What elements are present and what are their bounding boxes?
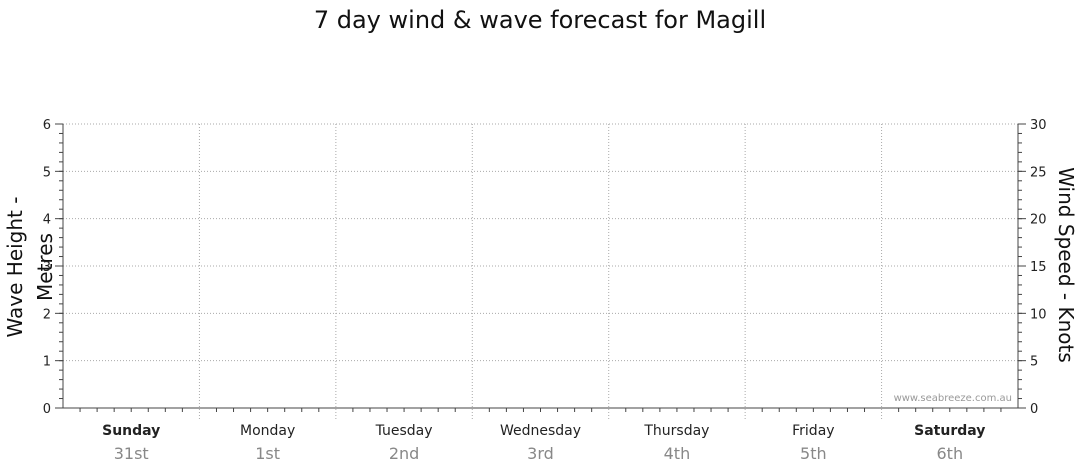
day-name-label: Saturday xyxy=(914,423,985,439)
y-right-tick-label: 15 xyxy=(1030,260,1047,275)
y-left-tick-label: 6 xyxy=(43,118,51,133)
day-name-label: Tuesday xyxy=(375,423,433,439)
day-date-label: 1st xyxy=(255,444,280,463)
day-name-label: Monday xyxy=(240,423,295,439)
day-date-label: 6th xyxy=(936,444,963,463)
y-right-tick-label: 0 xyxy=(1030,402,1038,417)
day-date-label: 2nd xyxy=(389,444,419,463)
y-right-tick-label: 5 xyxy=(1030,355,1038,370)
y-right-tick-label: 10 xyxy=(1030,307,1047,322)
y-left-tick-label: 3 xyxy=(43,260,51,275)
day-name-label: Wednesday xyxy=(500,423,581,439)
day-date-label: 5th xyxy=(800,444,827,463)
y-right-tick-label: 25 xyxy=(1030,165,1047,180)
y-left-tick-label: 4 xyxy=(43,213,51,228)
day-date-label: 31st xyxy=(114,444,149,463)
chart-title: 7 day wind & wave forecast for Magill xyxy=(313,6,767,34)
y-left-tick-label: 2 xyxy=(43,307,51,322)
day-date-label: 4th xyxy=(664,444,691,463)
y-left-tick-label: 0 xyxy=(43,402,51,417)
day-name-label: Sunday xyxy=(102,423,160,439)
day-name-label: Thursday xyxy=(643,423,709,439)
day-date-label: 3rd xyxy=(527,444,554,463)
y-left-tick-label: 1 xyxy=(43,355,51,370)
y-right-tick-label: 20 xyxy=(1030,213,1047,228)
y-right-tick-label: 30 xyxy=(1030,118,1047,133)
watermark-text: www.seabreeze.com.au xyxy=(894,393,1012,404)
y-left-tick-label: 5 xyxy=(43,165,51,180)
day-name-label: Friday xyxy=(792,423,834,439)
